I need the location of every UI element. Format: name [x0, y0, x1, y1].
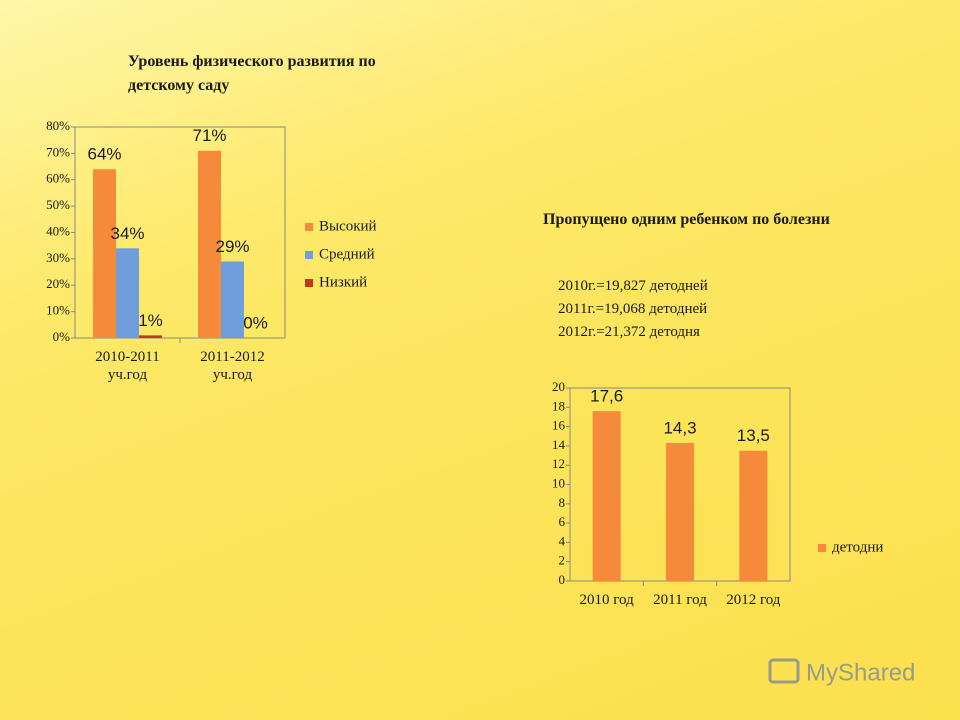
bar	[221, 261, 244, 338]
y-tick-label: 2	[559, 553, 566, 568]
value-label: 14,3	[663, 418, 696, 437]
value-label: 34%	[110, 224, 144, 243]
y-tick-label: 70%	[46, 144, 70, 159]
chart-title: Пропущено одним ребенком по болезни	[543, 211, 830, 228]
legend-label: Низкий	[319, 274, 367, 290]
y-tick-label: 0	[559, 572, 566, 587]
y-tick-label: 0%	[53, 329, 71, 344]
y-tick-label: 18	[552, 398, 565, 413]
y-tick-label: 60%	[46, 171, 70, 186]
legend-label: детодни	[832, 539, 883, 555]
annotation-block: 2010г.=19,827 детодней 2011г.=19,068 дет…	[558, 275, 708, 344]
annotation: 2010г.=19,827 детодней	[558, 278, 708, 294]
value-label: 17,6	[590, 387, 623, 406]
value-label: 64%	[87, 145, 121, 164]
legend-label: Высокий	[319, 218, 377, 234]
bar	[116, 248, 139, 338]
bar	[93, 169, 116, 338]
watermark-icon	[768, 658, 800, 684]
x-tick-label: 2011-2012 уч.год	[200, 349, 265, 383]
value-label: 29%	[215, 237, 249, 256]
y-tick-label: 16	[552, 418, 566, 433]
chart-title: Уровень физического развития по детскому…	[128, 53, 376, 94]
y-tick-label: 30%	[46, 250, 70, 265]
bar	[198, 150, 221, 338]
y-tick-label: 80%	[46, 118, 70, 133]
y-tick-label: 20%	[46, 276, 70, 291]
value-label: 13,5	[737, 426, 770, 445]
y-tick-label: 14	[552, 437, 566, 452]
y-tick-label: 8	[559, 495, 566, 510]
watermark: MyShared	[806, 659, 915, 686]
legend-swatch	[305, 251, 313, 259]
legend-swatch	[305, 223, 313, 231]
legend-swatch	[305, 279, 313, 287]
x-tick-label: 2011 год	[653, 592, 707, 608]
x-tick-label: 2012 год	[726, 592, 781, 608]
y-tick-label: 10	[552, 475, 565, 490]
value-label: 1%	[138, 311, 163, 330]
y-tick-label: 40%	[46, 223, 70, 238]
bar	[139, 335, 162, 338]
y-tick-label: 4	[559, 533, 566, 548]
y-tick-label: 20	[552, 379, 565, 394]
bar	[592, 411, 621, 581]
y-tick-label: 6	[559, 514, 566, 529]
annotation: 2012г.=21,372 детодня	[558, 324, 700, 340]
value-label: 71%	[192, 126, 226, 145]
y-tick-label: 12	[552, 456, 565, 471]
bar	[739, 450, 768, 581]
x-tick-label: 2010-2011 уч.год	[95, 349, 160, 383]
y-tick-label: 50%	[46, 197, 70, 212]
x-tick-label: 2010 год	[579, 592, 634, 608]
y-tick-label: 10%	[46, 303, 70, 318]
legend-swatch	[818, 544, 826, 552]
annotation: 2011г.=19,068 детодней	[558, 301, 708, 317]
value-label: 0%	[243, 313, 268, 332]
legend-label: Средний	[319, 246, 375, 262]
bar	[666, 443, 694, 581]
